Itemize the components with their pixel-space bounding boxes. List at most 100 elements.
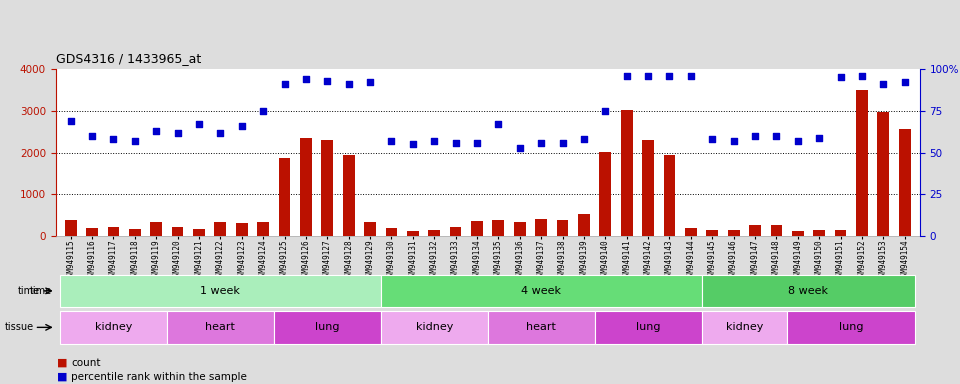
- Bar: [108, 227, 119, 236]
- Bar: [449, 227, 462, 236]
- Point: [426, 138, 442, 144]
- Bar: [834, 230, 847, 236]
- Point: [299, 76, 314, 82]
- Bar: [536, 220, 547, 236]
- Point: [619, 73, 635, 79]
- Point: [534, 139, 549, 146]
- Bar: [381, 311, 488, 344]
- Text: count: count: [71, 358, 101, 368]
- Point: [149, 128, 164, 134]
- Text: heart: heart: [205, 322, 235, 333]
- Bar: [707, 230, 718, 236]
- Bar: [214, 222, 227, 236]
- Bar: [557, 220, 568, 236]
- Point: [726, 138, 741, 144]
- Point: [769, 133, 784, 139]
- Bar: [514, 222, 526, 236]
- Bar: [300, 139, 312, 236]
- Bar: [471, 221, 483, 236]
- Point: [811, 134, 827, 141]
- Point: [598, 108, 613, 114]
- Bar: [663, 155, 675, 236]
- Bar: [407, 231, 419, 236]
- Text: kidney: kidney: [95, 322, 132, 333]
- Point: [705, 136, 720, 142]
- Bar: [86, 228, 98, 236]
- Bar: [386, 228, 397, 236]
- Point: [234, 123, 250, 129]
- Bar: [129, 229, 141, 236]
- Bar: [322, 140, 333, 236]
- Point: [876, 81, 891, 87]
- Text: kidney: kidney: [726, 322, 763, 333]
- Bar: [492, 220, 504, 236]
- Point: [106, 136, 121, 142]
- Text: ■: ■: [57, 358, 67, 368]
- Bar: [172, 227, 183, 236]
- Point: [512, 144, 527, 151]
- Point: [405, 141, 420, 147]
- Text: percentile rank within the sample: percentile rank within the sample: [71, 372, 247, 382]
- Point: [790, 138, 805, 144]
- Text: 1 week: 1 week: [201, 286, 240, 296]
- Point: [448, 139, 464, 146]
- Text: tissue: tissue: [4, 322, 34, 333]
- Text: time: time: [30, 286, 52, 296]
- Bar: [381, 275, 702, 307]
- Text: ■: ■: [57, 372, 67, 382]
- Bar: [749, 225, 761, 236]
- Bar: [278, 158, 290, 236]
- Bar: [236, 223, 248, 236]
- Bar: [792, 231, 804, 236]
- Bar: [488, 311, 594, 344]
- Bar: [167, 311, 274, 344]
- Bar: [685, 228, 697, 236]
- Bar: [364, 222, 376, 236]
- Point: [170, 129, 185, 136]
- Point: [191, 121, 206, 127]
- Bar: [728, 230, 739, 236]
- Point: [320, 78, 335, 84]
- Bar: [771, 225, 782, 236]
- Text: lung: lung: [315, 322, 340, 333]
- Point: [684, 73, 699, 79]
- Text: GDS4316 / 1433965_at: GDS4316 / 1433965_at: [56, 52, 201, 65]
- Point: [341, 81, 356, 87]
- Bar: [193, 228, 204, 236]
- Bar: [787, 311, 916, 344]
- Text: heart: heart: [526, 322, 556, 333]
- Point: [747, 133, 762, 139]
- Text: 4 week: 4 week: [521, 286, 562, 296]
- Bar: [343, 155, 354, 236]
- Point: [640, 73, 656, 79]
- Point: [555, 139, 570, 146]
- Bar: [60, 311, 167, 344]
- Bar: [578, 214, 589, 236]
- Point: [661, 73, 677, 79]
- Bar: [274, 311, 381, 344]
- Bar: [60, 275, 381, 307]
- Bar: [64, 220, 77, 236]
- Text: lung: lung: [839, 322, 863, 333]
- Bar: [702, 275, 916, 307]
- Point: [491, 121, 506, 127]
- Point: [854, 73, 870, 79]
- Text: lung: lung: [636, 322, 660, 333]
- Bar: [151, 222, 162, 236]
- Bar: [813, 230, 825, 236]
- Bar: [599, 152, 612, 236]
- Bar: [257, 222, 269, 236]
- Text: time: time: [18, 286, 40, 296]
- Point: [213, 129, 228, 136]
- Point: [255, 108, 271, 114]
- Point: [576, 136, 591, 142]
- Point: [833, 74, 849, 81]
- Bar: [621, 109, 633, 236]
- Point: [63, 118, 79, 124]
- Bar: [642, 140, 654, 236]
- Bar: [428, 230, 440, 236]
- Point: [362, 79, 377, 86]
- Point: [84, 133, 100, 139]
- Text: kidney: kidney: [416, 322, 453, 333]
- Bar: [877, 112, 889, 236]
